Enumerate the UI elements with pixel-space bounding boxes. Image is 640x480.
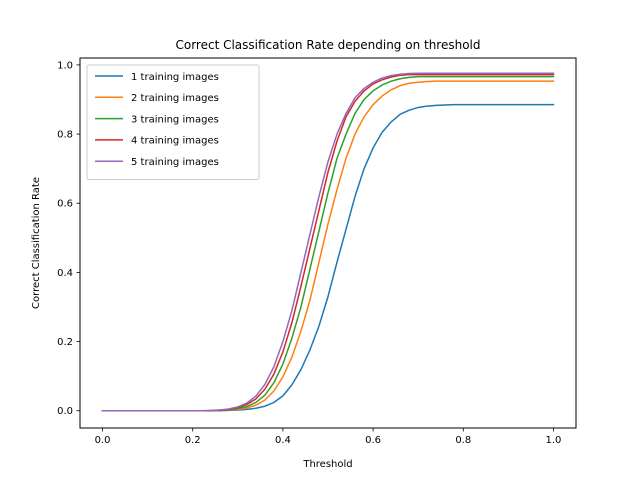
x-tick-label: 0.0 <box>95 435 111 446</box>
legend: 1 training images 2 training images 3 trai… <box>86 64 260 180</box>
y-tick-label: 0.2 <box>57 337 73 348</box>
legend-label-5: 5 training images <box>131 157 219 168</box>
x-tick-label: 0.8 <box>455 435 471 446</box>
y-tick-label: 0.0 <box>57 406 73 417</box>
plot-lines <box>101 72 555 412</box>
plot-frame <box>79 57 577 429</box>
x-tick-label: 0.4 <box>275 435 291 446</box>
x-axis: 0.0 0.2 0.4 0.6 0.8 1.0 <box>95 428 562 446</box>
x-tick-label: 0.2 <box>185 435 201 446</box>
y-tick-label: 0.6 <box>57 199 73 210</box>
series-line-5 <box>101 72 555 412</box>
chart-title: Correct Classification Rate depending on… <box>175 38 480 52</box>
legend-label-4: 4 training images <box>131 136 219 147</box>
y-tick-label: 0.8 <box>57 130 73 141</box>
x-tick-label: 1.0 <box>546 435 562 446</box>
legend-frame <box>86 64 260 180</box>
legend-label-3: 3 training images <box>131 114 219 125</box>
legend-label-1: 1 training images <box>131 72 219 83</box>
x-axis-label: Threshold <box>302 459 352 470</box>
y-tick-label: 1.0 <box>57 60 73 71</box>
x-tick-label: 0.6 <box>365 435 381 446</box>
y-axis-label: Correct Classification Rate <box>31 177 42 309</box>
y-tick-label: 0.4 <box>57 268 73 279</box>
legend-label-2: 2 training images <box>131 93 219 104</box>
y-axis: 0.0 0.2 0.4 0.6 0.8 1.0 <box>57 60 80 417</box>
